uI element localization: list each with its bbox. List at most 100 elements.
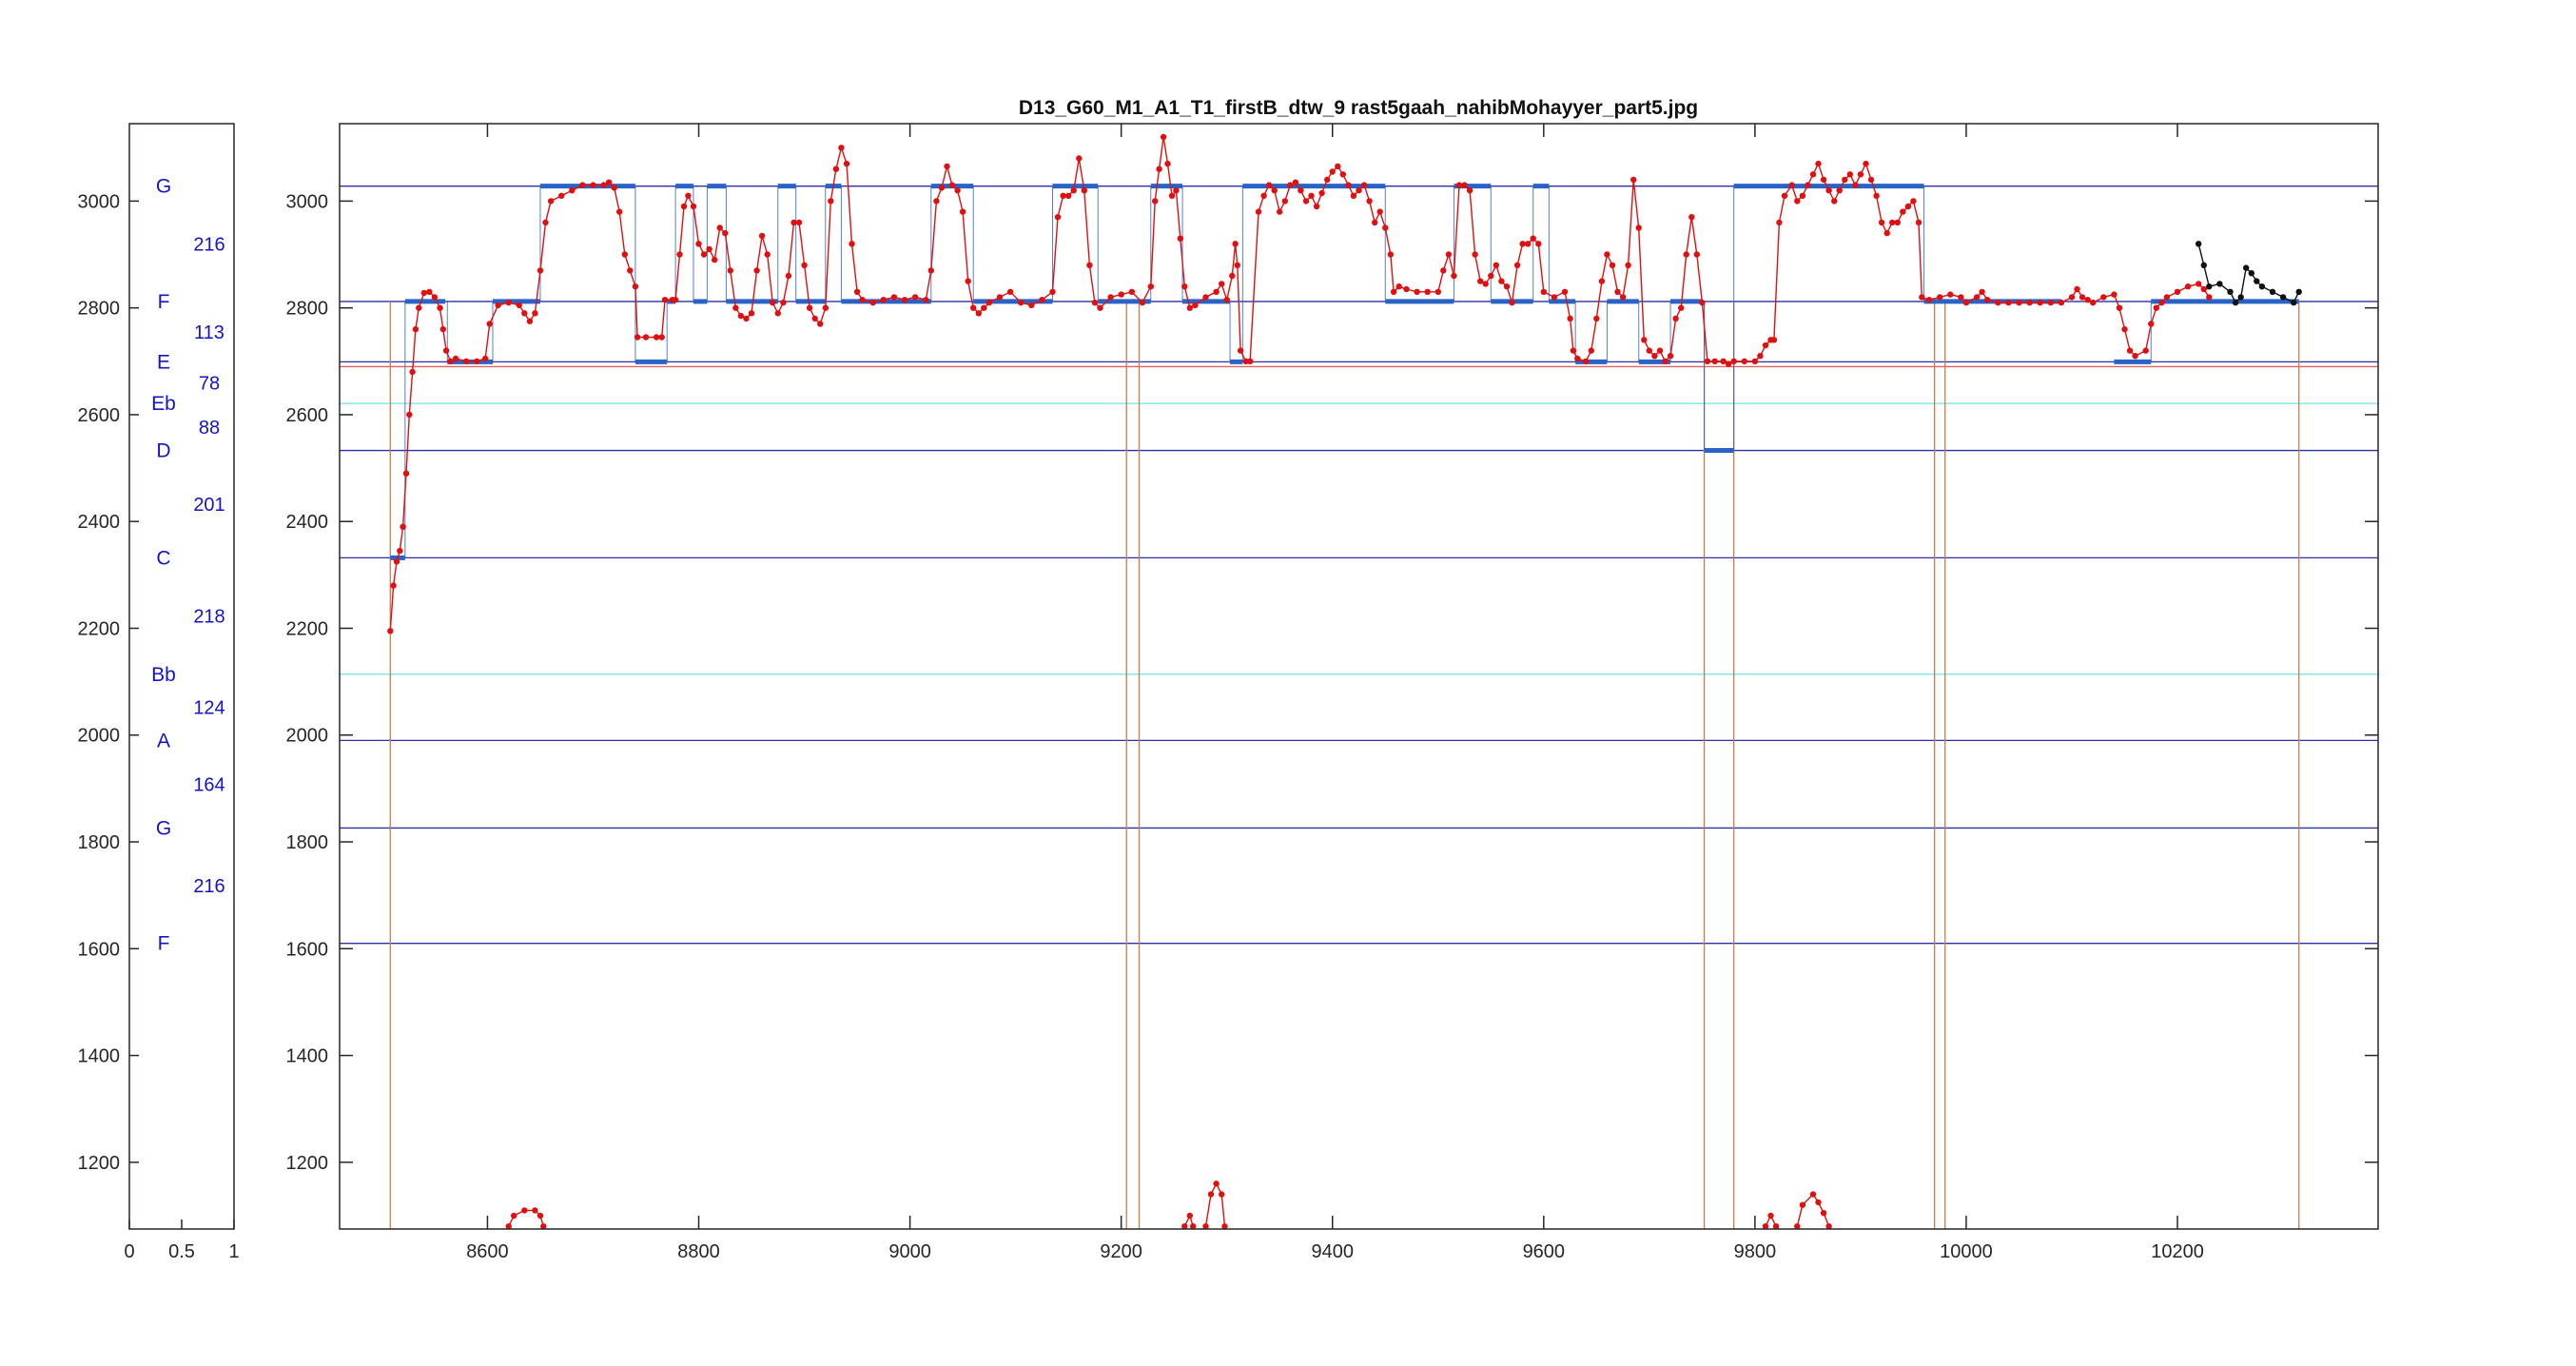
trailing-pitch-point (2243, 264, 2250, 271)
side-y-tick-label: 2000 (78, 726, 121, 747)
pitch-contour-point (390, 582, 397, 589)
pitch-contour-point (416, 304, 422, 311)
pitch-contour-point (1339, 171, 1347, 178)
main-y-tick-label: 1400 (286, 1046, 329, 1067)
pitch-contour-point (1979, 288, 1985, 295)
side-x-tick-label: 0 (124, 1241, 134, 1262)
pitch-contour-point (838, 145, 845, 151)
side-note-label: F (158, 933, 170, 955)
side-interval-label: 164 (193, 774, 224, 795)
pitch-contour-point (716, 224, 723, 231)
pitch-contour-point (426, 288, 433, 295)
pitch-contour-point (764, 251, 771, 258)
pitch-contour-point (1704, 358, 1711, 364)
pitch-contour-point (547, 198, 555, 205)
pitch-contour-point (1625, 262, 1631, 268)
pitch-contour-point (1919, 294, 1925, 301)
pitch-contour-line (389, 136, 2210, 632)
pitch-contour-point (1651, 353, 1658, 360)
pitch-contour-point (1318, 189, 1325, 197)
pitch-contour-point (1292, 179, 1299, 185)
pitch-contour-point (1451, 272, 1457, 280)
pitch-contour-point (1482, 281, 1489, 287)
pitch-contour-point (986, 299, 993, 306)
pitch-contour-point (748, 310, 755, 317)
pitch-contour-point (2184, 283, 2192, 290)
pitch-contour-point (406, 411, 413, 419)
pitch-contour-point (1213, 288, 1220, 295)
pitch-contour-point (1302, 198, 1310, 205)
pitch-contour-point (1039, 297, 1045, 303)
pitch-contour-point (1493, 262, 1500, 268)
pitch-contour-point (1329, 168, 1336, 175)
pitch-contour-point (975, 310, 983, 317)
pitch-contour-point (1683, 251, 1689, 258)
pitch-contour-point (849, 241, 855, 247)
main-x-tick-label: 9000 (888, 1241, 931, 1262)
pitch-contour-point (1181, 283, 1188, 290)
pitch-contour-point (661, 297, 669, 303)
pitch-contour-point (948, 182, 956, 188)
pitch-contour-point (801, 262, 808, 268)
pitch-contour-point (1842, 176, 1848, 184)
pitch-contour-point (672, 297, 679, 303)
pitch-contour-point (611, 185, 617, 191)
pitch-contour-low-5-point (1794, 1223, 1801, 1230)
trailing-pitch-point (2269, 288, 2276, 295)
pitch-contour-point (732, 304, 739, 311)
pitch-contour-point (1947, 291, 1954, 298)
pitch-contour-point (954, 187, 961, 194)
pitch-contour-point (676, 251, 683, 258)
main-x-tick-label: 9400 (1311, 1241, 1354, 1262)
side-interval-label: 216 (193, 234, 224, 255)
pitch-contour-point (880, 297, 887, 303)
pitch-contour-point (1234, 262, 1241, 268)
pitch-contour-low-1-point (521, 1207, 528, 1214)
pitch-contour-point (1894, 219, 1902, 226)
side-y-tick-label: 1800 (78, 832, 121, 853)
pitch-contour-point (1147, 283, 1155, 290)
trailing-pitch-point (2254, 278, 2260, 284)
pitch-contour-point (706, 245, 712, 253)
pitch-contour-low-4-point (1772, 1223, 1780, 1230)
pitch-contour-point (2037, 299, 2043, 306)
pitch-contour-point (1360, 182, 1368, 188)
pitch-contour-point (927, 267, 934, 274)
pitch-contour-point (1335, 163, 1341, 170)
pitch-contour-point (2116, 304, 2123, 311)
pitch-contour-point (1246, 358, 1254, 364)
pitch-contour-point (1635, 224, 1642, 231)
pitch-contour-point (1232, 241, 1239, 247)
pitch-contour-point (1535, 241, 1542, 247)
pitch-contour-point (2200, 285, 2207, 293)
pitch-contour-point (1006, 288, 1014, 295)
pitch-contour-point (1173, 187, 1180, 194)
pitch-contour-point (1672, 315, 1679, 322)
pitch-contour-point (1878, 219, 1885, 226)
side-note-label: G (156, 817, 171, 839)
side-y-tick-label: 1600 (78, 939, 121, 960)
pitch-contour-point (627, 267, 634, 274)
pitch-contour-point (1028, 302, 1035, 309)
main-x-tick-label: 8600 (466, 1241, 509, 1262)
trailing-pitch-point (2216, 281, 2223, 287)
trailing-pitch-point (2237, 294, 2244, 301)
pitch-contour-point (1857, 171, 1864, 178)
pitch-contour-point (439, 325, 446, 333)
side-interval-labels: 216 113 78 88 201 218 124 164 216 (193, 234, 224, 897)
pitch-contour-point (2005, 299, 2012, 306)
side-interval-label: 201 (193, 495, 224, 516)
main-y-tick-label: 2400 (286, 512, 329, 533)
pitch-contour-point (1387, 251, 1395, 258)
pitch-contour-point (1382, 224, 1389, 231)
pitch-contour-point (1799, 192, 1806, 199)
pitch-contour-point (1440, 267, 1447, 274)
side-x-tick-label: 1 (228, 1241, 239, 1262)
pitch-contour-point (1054, 214, 1062, 221)
pitch-contour-point (1598, 278, 1606, 284)
pitch-contour-point (859, 297, 866, 303)
pitch-contour-point (2126, 347, 2134, 354)
pitch-contour-point (1237, 347, 1244, 354)
pitch-contour-point (944, 163, 950, 170)
